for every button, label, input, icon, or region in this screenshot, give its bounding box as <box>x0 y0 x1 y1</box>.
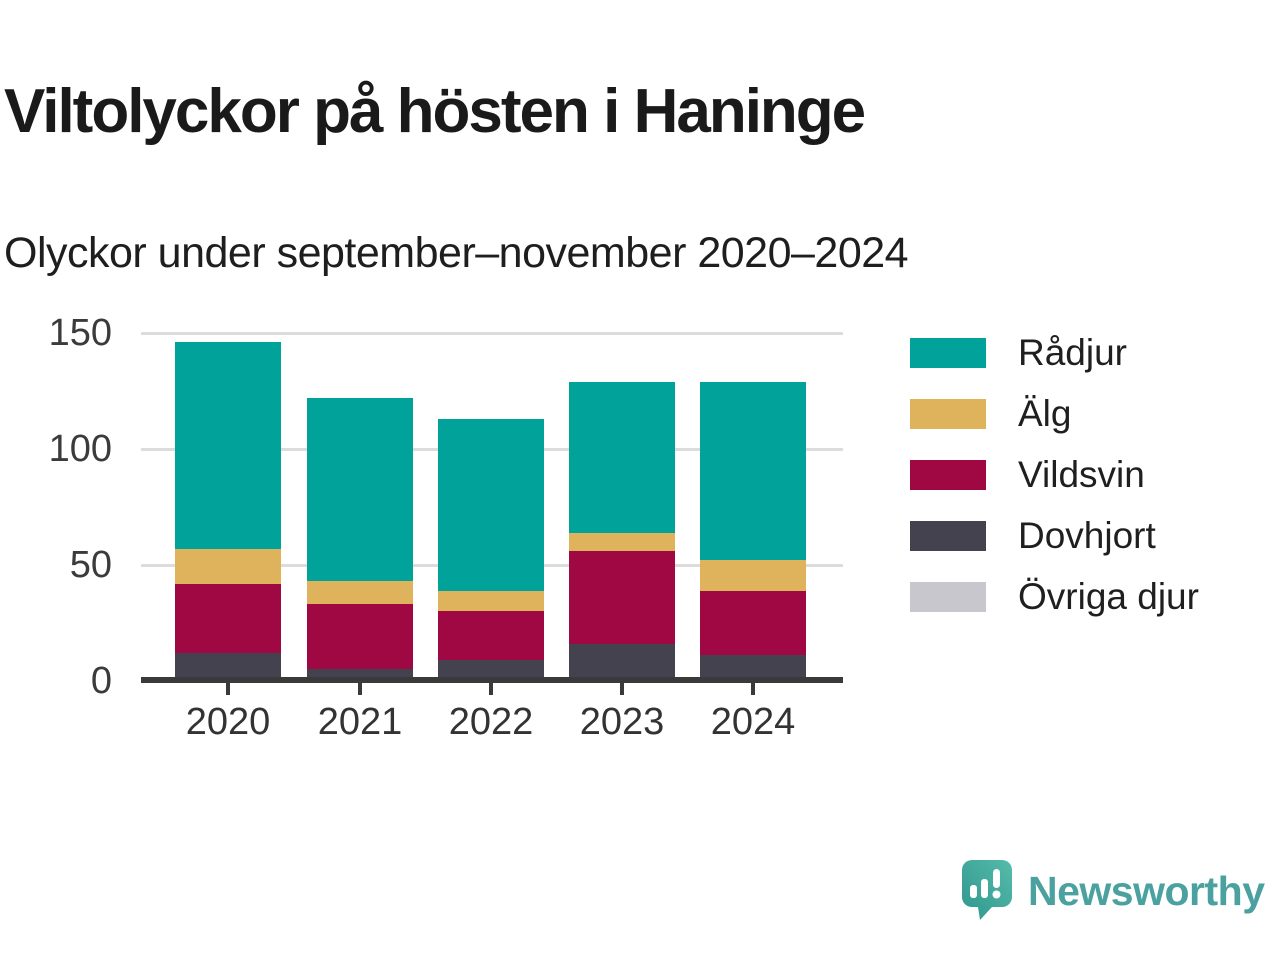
x-axis-tick <box>358 683 362 695</box>
chart-subtitle: Olyckor under september–november 2020–20… <box>4 229 909 277</box>
bar-segment-Rådjur-2023 <box>569 381 675 533</box>
bar-column-2021 <box>307 397 413 681</box>
x-axis-tick-label: 2024 <box>710 701 796 743</box>
legend-label: Vildsvin <box>1018 454 1145 495</box>
x-axis-tick-label: 2021 <box>317 701 403 743</box>
newsworthy-logo-icon <box>962 860 1012 920</box>
bar-segment-Älg-2021 <box>307 581 413 605</box>
legend-swatch <box>910 460 986 490</box>
legend-swatch <box>910 521 986 551</box>
chart-title: Viltolyckor på hösten i Haninge <box>4 76 866 146</box>
legend-label: Rådjur <box>1018 332 1127 373</box>
bar-segment-Rådjur-2024 <box>700 381 806 561</box>
bar-segment-Dovhjort-2022 <box>438 660 544 681</box>
gridline-150 <box>141 332 843 335</box>
bar-segment-Vildsvin-2023 <box>569 551 675 644</box>
x-axis-tick <box>751 683 755 695</box>
newsworthy-logo: Newsworthy <box>962 860 1265 922</box>
bar-segment-Älg-2022 <box>438 590 544 612</box>
legend-label: Älg <box>1018 393 1072 434</box>
legend: Rådjur Älg Vildsvin Dovhjort Övriga djur <box>910 332 1199 643</box>
y-axis-tick-label: 100 <box>48 428 112 470</box>
legend-label: Dovhjort <box>1018 515 1156 556</box>
bar-segment-Vildsvin-2022 <box>438 611 544 661</box>
bar-segment-Älg-2024 <box>700 560 806 591</box>
bar-segment-Vildsvin-2020 <box>175 583 281 654</box>
legend-label: Övriga djur <box>1018 576 1199 617</box>
legend-item-Vildsvin: Vildsvin <box>910 454 1199 495</box>
bar-segment-Dovhjort-2024 <box>700 655 806 681</box>
y-axis-tick-label: 150 <box>48 312 112 354</box>
legend-item-Rådjur: Rådjur <box>910 332 1199 373</box>
bar-column-2023 <box>569 381 675 681</box>
legend-item-Dovhjort: Dovhjort <box>910 515 1199 556</box>
bar-segment-Vildsvin-2021 <box>307 604 413 670</box>
bar-segment-Älg-2020 <box>175 548 281 584</box>
bar-segment-Dovhjort-2023 <box>569 643 675 681</box>
x-axis-tick <box>226 683 230 695</box>
y-axis-tick-label: 50 <box>69 544 112 586</box>
newsworthy-logo-text: Newsworthy <box>1028 868 1265 914</box>
bar-segment-Dovhjort-2021 <box>307 669 413 681</box>
legend-item-Älg: Älg <box>910 393 1199 434</box>
bar-segment-Rådjur-2020 <box>175 342 281 549</box>
bar-segment-Rådjur-2021 <box>307 397 413 582</box>
bar-segment-Älg-2023 <box>569 532 675 552</box>
bar-column-2022 <box>438 418 544 681</box>
legend-swatch <box>910 338 986 368</box>
bar-segment-Rådjur-2022 <box>438 418 544 591</box>
bar-column-2024 <box>700 381 806 681</box>
x-axis-tick-label: 2023 <box>579 701 665 743</box>
x-axis-tick <box>489 683 493 695</box>
x-axis-line <box>141 677 843 683</box>
bar-segment-Vildsvin-2024 <box>700 590 806 656</box>
x-axis-tick-label: 2022 <box>448 701 534 743</box>
bar-segment-Dovhjort-2020 <box>175 653 281 681</box>
legend-swatch <box>910 582 986 612</box>
legend-item-Övriga djur: Övriga djur <box>910 576 1199 617</box>
legend-swatch <box>910 399 986 429</box>
bar-column-2020 <box>175 342 281 681</box>
x-axis-tick-label: 2020 <box>185 701 271 743</box>
y-axis-tick-label: 0 <box>90 660 112 702</box>
x-axis-tick <box>620 683 624 695</box>
